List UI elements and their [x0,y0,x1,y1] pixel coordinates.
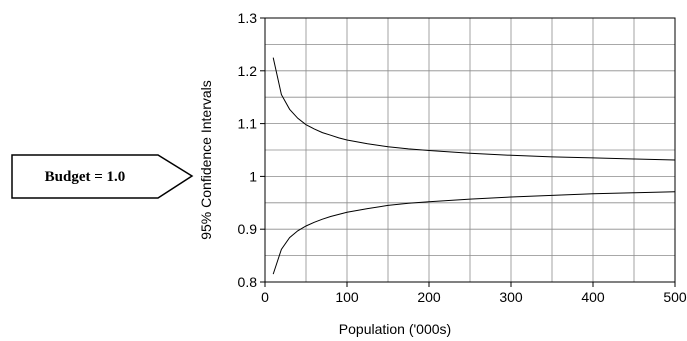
y-tick-label: 0.8 [238,274,258,290]
y-tick-label: 0.9 [238,221,258,237]
x-axis-label: Population ('000s) [339,321,451,337]
y-tick-label: 1.1 [238,116,258,132]
x-tick-label: 500 [663,289,687,305]
y-tick-label: 1.3 [238,10,258,26]
x-axis-ticks: 0 100 200 300 400 500 [261,282,687,305]
budget-callout: Budget = 1.0 [11,154,194,199]
plot-frame [264,17,676,283]
x-tick-label: 100 [335,289,359,305]
callout-arrow-shape [11,154,194,199]
y-axis-ticks: 0.8 0.9 1 1.1 1.2 1.3 [238,10,265,290]
grid [265,18,675,282]
x-tick-label: 200 [417,289,441,305]
y-tick-label: 1.2 [238,63,258,79]
y-axis-label: 95% Confidence Intervals [198,80,214,240]
series-group [272,57,676,275]
lower-bound-line [272,191,676,275]
callout-label: Budget = 1.0 [45,169,126,185]
x-tick-label: 400 [581,289,605,305]
upper-bound-line [272,57,676,161]
y-tick-label: 1 [249,168,257,184]
x-tick-label: 300 [499,289,523,305]
x-tick-label: 0 [261,289,269,305]
